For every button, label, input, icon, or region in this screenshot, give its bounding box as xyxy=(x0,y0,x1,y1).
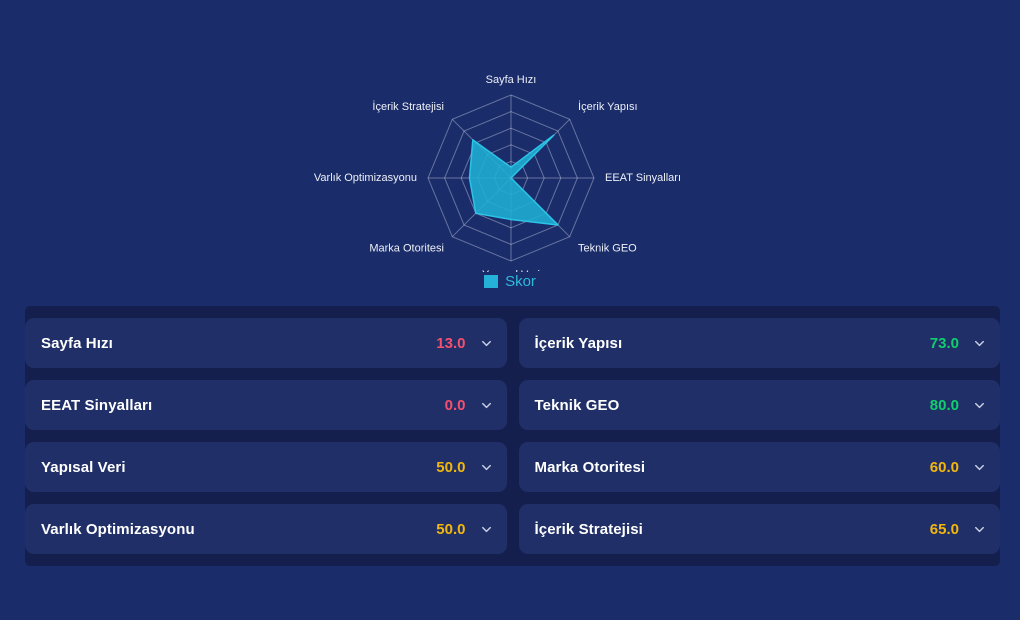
metric-right-group: 50.0 xyxy=(436,521,493,538)
metric-right-group: 73.0 xyxy=(930,335,987,352)
chevron-down-icon xyxy=(479,460,494,475)
metric-card-7[interactable]: Varlık Optimizasyonu 50.0 xyxy=(25,504,507,554)
radar-chart: Sayfa Hızı İçerik Yapısı EEAT Sinyalları Te… xyxy=(314,74,681,272)
metric-value: 80.0 xyxy=(929,396,959,414)
radar-chart-section: Sayfa Hızı İçerik Yapısı EEAT Sinyalları Te… xyxy=(0,0,1020,294)
metric-right-group: 80.0 xyxy=(930,397,987,414)
chevron-down-icon xyxy=(479,398,494,413)
radar-axis-label: Varlık Optimizasyonu xyxy=(314,172,417,184)
metric-label: İçerik Stratejisi xyxy=(534,520,643,538)
metric-card-2[interactable]: İçerik Yapısı 73.0 xyxy=(518,318,1000,368)
legend-swatch-icon xyxy=(484,274,499,288)
metric-label: Yapısal Veri xyxy=(41,458,126,476)
radar-axis-label: Teknik GEO xyxy=(578,242,637,254)
metrics-panel: Sayfa Hızı 13.0 İçerik Yapısı 73.0 EEAT … xyxy=(25,306,1000,566)
legend-label: Skor xyxy=(505,272,536,290)
radar-axis-label: Sayfa Hızı xyxy=(486,74,537,86)
chevron-down-icon xyxy=(972,460,987,475)
metric-card-8[interactable]: İçerik Stratejisi 65.0 xyxy=(518,504,1000,554)
metric-label: Marka Otoritesi xyxy=(534,458,646,476)
metric-label: Varlık Optimizasyonu xyxy=(41,520,195,538)
metric-label: İçerik Yapısı xyxy=(534,334,623,352)
metric-card-6[interactable]: Marka Otoritesi 60.0 xyxy=(518,442,1000,492)
metric-value: 50.0 xyxy=(436,520,466,538)
metric-value: 0.0 xyxy=(444,396,466,414)
radar-axis-label: İçerik Stratejisi xyxy=(372,100,444,113)
metric-right-group: 65.0 xyxy=(930,521,987,538)
chevron-down-icon xyxy=(972,336,987,351)
radar-axis-label: Marka Otoritesi xyxy=(369,242,444,254)
metric-value: 50.0 xyxy=(436,458,466,476)
metric-card-1[interactable]: Sayfa Hızı 13.0 xyxy=(25,318,507,368)
metric-value: 13.0 xyxy=(436,334,466,352)
metric-right-group: 0.0 xyxy=(445,397,494,414)
metric-value: 60.0 xyxy=(929,458,959,476)
metric-card-3[interactable]: EEAT Sinyalları 0.0 xyxy=(25,380,507,430)
radar-axis-label: İçerik Yapısı xyxy=(578,100,638,113)
chevron-down-icon xyxy=(479,522,494,537)
metric-right-group: 50.0 xyxy=(436,459,493,476)
metrics-grid: Sayfa Hızı 13.0 İçerik Yapısı 73.0 EEAT … xyxy=(25,318,1000,554)
metric-card-5[interactable]: Yapısal Veri 50.0 xyxy=(25,442,507,492)
metric-card-4[interactable]: Teknik GEO 80.0 xyxy=(518,380,1000,430)
metric-label: EEAT Sinyalları xyxy=(41,396,153,414)
chevron-down-icon xyxy=(972,398,987,413)
metric-right-group: 60.0 xyxy=(930,459,987,476)
metric-label: Sayfa Hızı xyxy=(41,334,113,352)
metric-value: 65.0 xyxy=(929,520,959,538)
metric-value: 73.0 xyxy=(929,334,959,352)
chevron-down-icon xyxy=(972,522,987,537)
radar-axis-label: Yapısal Veri xyxy=(482,269,540,272)
metric-right-group: 13.0 xyxy=(436,335,493,352)
chevron-down-icon xyxy=(479,336,494,351)
radar-axis-label: EEAT Sinyalları xyxy=(605,172,681,184)
metric-label: Teknik GEO xyxy=(534,396,620,414)
legend-item-skor[interactable]: Skor xyxy=(0,272,1020,290)
